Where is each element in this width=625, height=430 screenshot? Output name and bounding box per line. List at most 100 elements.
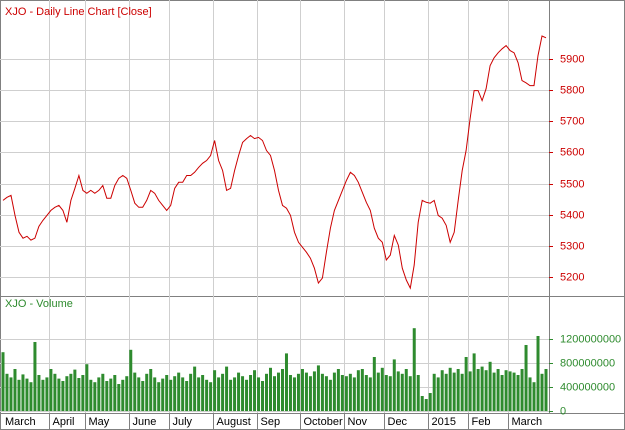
volume-bar	[504, 370, 508, 412]
volume-bar	[181, 377, 185, 412]
volume-bar	[500, 375, 504, 412]
volume-bar	[37, 375, 41, 412]
volume-bar	[165, 375, 169, 412]
volume-bar	[300, 369, 304, 412]
volume-bar	[320, 373, 324, 412]
volume-bar	[53, 373, 57, 412]
volume-bar	[396, 371, 400, 412]
volume-bar	[189, 373, 193, 412]
volume-bar	[25, 378, 29, 412]
y-tick-label: 5300	[560, 240, 584, 252]
volume-bar	[41, 379, 45, 412]
volume-bar	[352, 377, 356, 412]
volume-bar	[13, 369, 17, 412]
volume-bar	[464, 357, 468, 412]
volume-bar	[380, 367, 384, 412]
volume-bar	[81, 375, 85, 412]
volume-bar	[388, 376, 392, 412]
volume-bar	[360, 369, 364, 412]
volume-bar	[89, 379, 93, 412]
volume-bar	[197, 377, 201, 412]
volume-bar	[356, 370, 360, 412]
y-tick-label: 5900	[560, 53, 584, 65]
volume-bar	[364, 375, 368, 412]
volume-bar	[508, 371, 512, 412]
volume-bar	[520, 369, 524, 412]
x-tick-label: March	[512, 416, 543, 428]
volume-bar	[5, 373, 9, 412]
volume-bar	[288, 375, 292, 412]
volume-bar	[336, 369, 340, 412]
volume-bar	[512, 372, 516, 412]
y-tick-label: 5400	[560, 209, 584, 221]
price-title: XJO - Daily Line Chart [Close]	[5, 6, 152, 18]
volume-bar	[69, 373, 73, 412]
volume-bar	[173, 376, 177, 412]
x-tick-label: Nov	[348, 416, 368, 428]
volume-title: XJO - Volume	[5, 298, 73, 310]
y-tick-label: 5700	[560, 115, 584, 127]
volume-bar	[237, 372, 241, 412]
volume-bar	[452, 372, 456, 412]
volume-bar	[416, 375, 420, 412]
y-tick-label: 400000000	[560, 381, 615, 393]
volume-bar	[177, 372, 181, 412]
volume-bar	[476, 369, 480, 412]
volume-bar	[29, 382, 33, 412]
volume-bar	[57, 378, 61, 412]
volume-bar	[324, 376, 328, 412]
volume-bar	[528, 377, 532, 412]
x-tick-label: October	[304, 416, 343, 428]
x-tick-label: July	[173, 416, 193, 428]
volume-bar	[456, 369, 460, 412]
volume-bar	[49, 369, 53, 412]
volume-bar	[141, 381, 145, 412]
volume-bar	[308, 376, 312, 412]
volume-bar	[257, 377, 261, 412]
volume-bar	[145, 373, 149, 412]
volume-bar	[372, 357, 376, 412]
volume-bar	[532, 382, 536, 412]
volume-bar	[460, 373, 464, 412]
volume-bar	[276, 372, 280, 412]
volume-bar	[17, 379, 21, 412]
y-tick-label: 1200000000	[560, 333, 621, 345]
volume-bar	[448, 367, 452, 412]
volume-bar	[245, 379, 249, 412]
volume-bar	[408, 376, 412, 412]
y-tick-label: 0	[560, 405, 566, 417]
volume-bar	[544, 369, 548, 412]
volume-bar	[185, 381, 189, 412]
volume-bar	[205, 379, 209, 412]
volume-bar	[376, 372, 380, 412]
volume-bar	[400, 373, 404, 412]
volume-bar	[424, 399, 428, 412]
volume-bar	[368, 377, 372, 412]
volume-bar	[444, 373, 448, 412]
volume-bar	[113, 375, 117, 412]
volume-bar	[157, 382, 161, 412]
volume-bar	[480, 366, 484, 412]
volume-bar	[217, 377, 221, 412]
volume-bar	[193, 366, 197, 412]
volume-bar	[125, 376, 129, 412]
volume-bar	[73, 369, 77, 412]
x-tick-label: March	[5, 416, 36, 428]
volume-bar	[328, 379, 332, 412]
volume-bar	[153, 377, 157, 412]
volume-bar	[233, 377, 237, 412]
x-tick-label: June	[133, 416, 157, 428]
volume-bar	[484, 370, 488, 412]
volume-bar	[496, 369, 500, 412]
volume-bar	[213, 370, 217, 412]
volume-bar	[85, 364, 89, 412]
volume-bar	[269, 367, 273, 412]
volume-bar	[149, 369, 153, 412]
volume-bar	[129, 349, 133, 412]
volume-bar	[348, 373, 352, 412]
volume-bar	[209, 382, 213, 412]
volume-bar	[229, 379, 233, 412]
y-tick-label: 5800	[560, 84, 584, 96]
volume-bar	[201, 375, 205, 412]
volume-bar	[432, 373, 436, 412]
